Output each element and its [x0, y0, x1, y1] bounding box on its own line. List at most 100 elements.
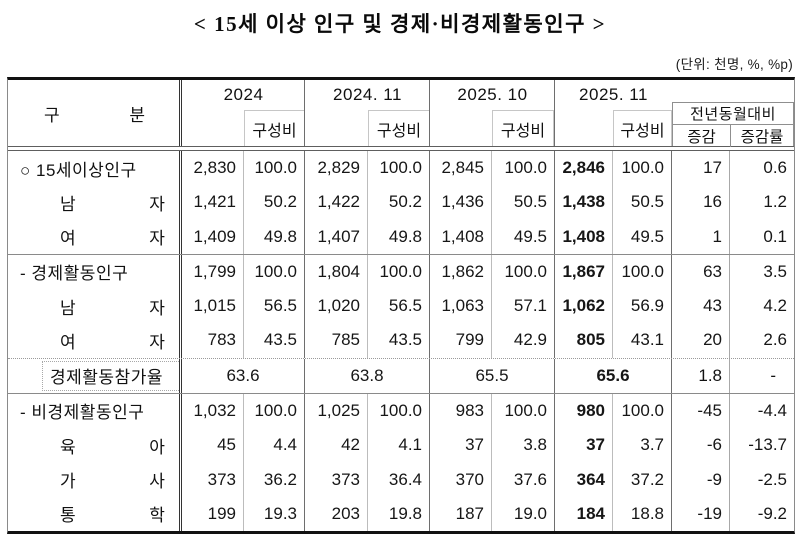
cell: 4.2	[763, 296, 787, 316]
cell: 56.9	[613, 289, 672, 324]
cell: 4.4	[244, 428, 305, 463]
cell: 2,829	[305, 151, 368, 186]
cell: 50.2	[244, 185, 305, 220]
cell: 1,408	[555, 219, 613, 254]
header-separator	[8, 146, 794, 151]
cell: 3.7	[613, 428, 672, 463]
cell: 4.1	[368, 428, 430, 463]
cell: 50.5	[492, 185, 555, 220]
header-year-2025-11: 2025. 11	[579, 85, 648, 104]
cell: 49.8	[368, 219, 430, 254]
row-label: 가 사	[8, 462, 182, 497]
cell: 1,062	[555, 289, 613, 324]
cell: 100.0	[492, 151, 555, 186]
row-label: 통 학	[8, 496, 182, 531]
cell: 1,438	[555, 185, 613, 220]
cell: 370	[430, 462, 492, 497]
cell: 100.0	[613, 254, 672, 290]
cell: 43.5	[368, 323, 430, 358]
cell: 17	[672, 151, 730, 186]
cell: 63.8	[305, 358, 430, 393]
cell: 19.8	[368, 496, 430, 531]
cell: -9.2	[757, 503, 787, 523]
cell: 373	[305, 462, 368, 497]
cell: 19.0	[492, 496, 555, 531]
cell: 783	[182, 323, 244, 358]
column-divider	[304, 80, 305, 146]
cell: 983	[430, 393, 492, 429]
cell: 799	[430, 323, 492, 358]
cell: 1,421	[182, 185, 244, 220]
cell: -45	[672, 393, 730, 429]
cell: 18.8	[613, 496, 672, 531]
table-row: 여 자 783 43.5 785 43.5 799 42.9 805 43.1 …	[8, 323, 794, 358]
cell: 49.8	[244, 219, 305, 254]
table-row: - 비경제활동인구 1,032 100.0 1,025 100.0 983 10…	[8, 393, 794, 429]
header-year-2025-10: 2025. 10	[457, 85, 528, 104]
row-label: 육 아	[8, 428, 182, 463]
cell: 203	[305, 496, 368, 531]
cell: 199	[182, 496, 244, 531]
cell: 1,015	[182, 289, 244, 324]
cell: 3.5	[763, 261, 787, 281]
cell: 100.0	[613, 393, 672, 429]
cell: 37	[555, 428, 613, 463]
cell: 1,063	[430, 289, 492, 324]
cell: 50.2	[368, 185, 430, 220]
header-composition-ratio: 구성비	[244, 110, 305, 146]
cell: 37.6	[492, 462, 555, 497]
cell: 1	[672, 219, 730, 254]
cell: 100.0	[244, 393, 305, 429]
header-yoy-label: 전년동월대비	[673, 103, 793, 125]
cell: 56.5	[244, 289, 305, 324]
column-divider	[554, 80, 555, 146]
cell: 980	[555, 393, 613, 429]
cell: 3.8	[492, 428, 555, 463]
cell: 2.6	[763, 330, 787, 350]
cell: -2.5	[757, 469, 787, 489]
cell: 65.5	[430, 358, 555, 393]
cell: 43.1	[613, 323, 672, 358]
table-row: 여 자 1,409 49.8 1,407 49.8 1,408 49.5 1,4…	[8, 219, 794, 255]
table-row: 남 자 1,421 50.2 1,422 50.2 1,436 50.5 1,4…	[8, 185, 794, 220]
cell: 1,862	[430, 254, 492, 290]
table-row: 가 사 373 36.2 373 36.4 370 37.6 364 37.2 …	[8, 462, 794, 497]
statistics-table: 구 분 2024 2024. 11 2025. 10 2025. 11 구성비 …	[7, 77, 795, 534]
header-category: 구 분	[44, 105, 146, 125]
cell: 56.5	[368, 289, 430, 324]
header-composition-ratio: 구성비	[368, 110, 430, 146]
cell: 100.0	[244, 254, 305, 290]
cell: 49.5	[492, 219, 555, 254]
cell: -19	[672, 496, 730, 531]
cell: 43	[672, 289, 730, 324]
cell: 1,422	[305, 185, 368, 220]
cell: 42	[305, 428, 368, 463]
table-row: 육 아 45 4.4 42 4.1 37 3.8 37 3.7 -6 -13.7	[8, 428, 794, 463]
cell: 1,025	[305, 393, 368, 429]
cell: 1,804	[305, 254, 368, 290]
cell: 36.4	[368, 462, 430, 497]
participation-rate-row: 경제활동참가율 63.6 63.8 65.5 65.6 1.8 -	[8, 357, 794, 394]
cell: 63.6	[182, 358, 305, 393]
row-label: - 비경제활동인구	[8, 393, 182, 429]
header-change-rate: 증감률	[740, 129, 784, 146]
cell: 100.0	[244, 151, 305, 186]
table-row: 통 학 199 19.3 203 19.8 187 19.0 184 18.8 …	[8, 496, 794, 531]
cell: 2,845	[430, 151, 492, 186]
header-year-2024-11: 2024. 11	[333, 85, 402, 104]
cell: 50.5	[613, 185, 672, 220]
column-divider	[429, 80, 430, 146]
row-label: 여 자	[8, 219, 182, 254]
header-composition-ratio: 구성비	[492, 110, 554, 146]
table-header: 구 분 2024 2024. 11 2025. 10 2025. 11 구성비 …	[8, 80, 794, 147]
cell: 100.0	[368, 254, 430, 290]
cell: 805	[555, 323, 613, 358]
cell: -9	[672, 462, 730, 497]
cell: 1,408	[430, 219, 492, 254]
cell: 2,846	[555, 151, 613, 186]
cell: 65.6	[555, 358, 672, 393]
header-year-2024: 2024	[223, 85, 264, 104]
row-label: 남 자	[8, 185, 182, 220]
cell: 49.5	[613, 219, 672, 254]
row-label: 남 자	[8, 289, 182, 324]
